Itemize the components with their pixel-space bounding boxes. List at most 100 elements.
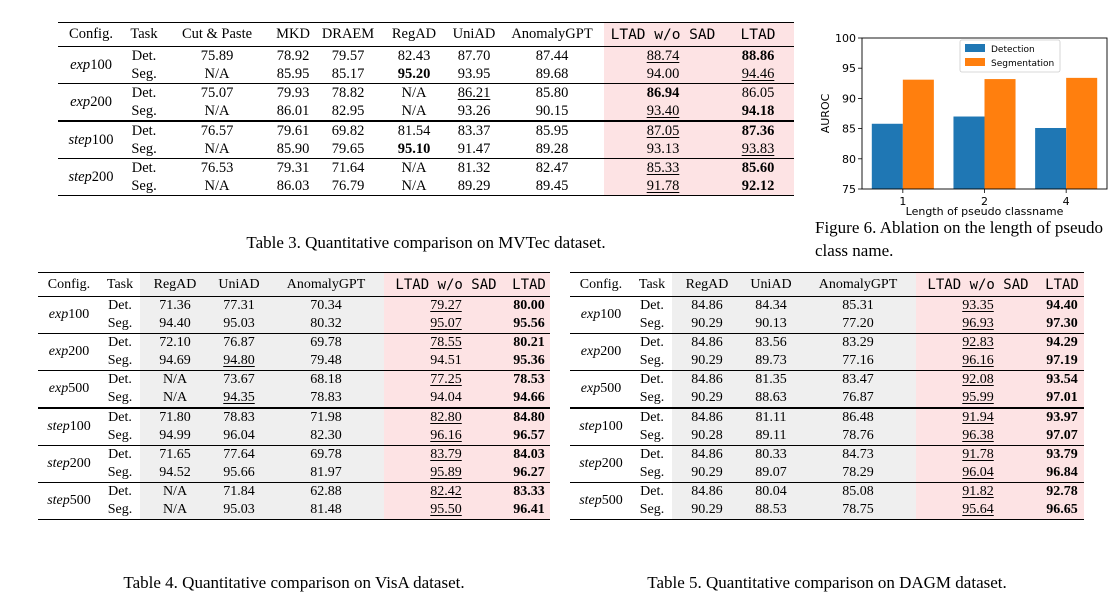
value-cell: 95.20 bbox=[397, 65, 431, 82]
task-cell: Seg. bbox=[639, 465, 665, 480]
bar-segmentation-4 bbox=[1066, 77, 1098, 189]
config-cell: step500 bbox=[570, 482, 632, 520]
table-3: Config. Task Cut & Paste MKD DRAEM RegAD UniAD… bbox=[58, 22, 794, 196]
task-cell: Seg. bbox=[107, 428, 133, 443]
value-cell: 93.26 bbox=[457, 102, 491, 119]
value-cell: 94.52 bbox=[140, 464, 210, 483]
value-cell: 85.31 bbox=[800, 296, 916, 315]
value-cell: 82.47 bbox=[500, 158, 604, 177]
config-number: 100 bbox=[69, 419, 91, 434]
config-cell: step500 bbox=[38, 482, 100, 520]
value-cell: 81.32 bbox=[448, 158, 500, 177]
value-cell: 93.79 bbox=[1040, 445, 1084, 464]
value-cell: 92.83 bbox=[916, 333, 1040, 352]
value-cell: 81.35 bbox=[742, 370, 800, 389]
value-cell: 79.48 bbox=[268, 352, 384, 371]
table-4-grid: Config. Task RegAD UniAD AnomalyGPT LTAD w/o … bbox=[38, 272, 550, 520]
task-cell: Det. bbox=[124, 158, 164, 177]
header-row: Config. Task RegAD UniAD AnomalyGPT LTAD w/o … bbox=[570, 272, 1084, 297]
config-cell: exp200 bbox=[58, 83, 124, 121]
bar-detection-2 bbox=[953, 116, 985, 189]
value-cell: 84.86 bbox=[672, 370, 742, 389]
table-row: Seg. 90.28 89.11 78.76 96.38 97.07 bbox=[570, 427, 1084, 446]
value-cell: 94.00 bbox=[604, 65, 722, 84]
column-header: UniAD bbox=[210, 272, 268, 297]
x-tick-label: 1 bbox=[899, 195, 906, 208]
value-cell: 78.83 bbox=[210, 407, 268, 427]
column-header: RegAD bbox=[380, 22, 448, 47]
config-prefix: step bbox=[579, 419, 602, 434]
value-cell: 96.04 bbox=[916, 464, 1040, 483]
value-cell: 81.97 bbox=[268, 464, 384, 483]
value-cell: 71.36 bbox=[140, 296, 210, 315]
config-prefix: step bbox=[68, 131, 92, 148]
value-cell: 90.29 bbox=[672, 352, 742, 371]
value-cell: N/A bbox=[204, 177, 230, 194]
y-tick-label: 80 bbox=[842, 153, 856, 166]
value-cell: 84.03 bbox=[508, 445, 550, 464]
value-cell: 94.80 bbox=[210, 352, 268, 371]
config-cell: step200 bbox=[58, 158, 124, 196]
value-cell: 94.99 bbox=[140, 427, 210, 446]
table-row: Seg. 90.29 89.07 78.29 96.04 96.84 bbox=[570, 464, 1084, 483]
value-cell: 90.29 bbox=[672, 501, 742, 520]
value-cell: 92.78 bbox=[1040, 482, 1084, 501]
y-tick-label: 75 bbox=[842, 183, 856, 196]
table-row: step100 Det. 76.57 79.61 69.82 81.54 83.37 85.9… bbox=[58, 120, 794, 159]
value-cell: 86.03 bbox=[276, 177, 310, 194]
value-cell: 96.38 bbox=[916, 427, 1040, 446]
value-cell: N/A bbox=[140, 482, 210, 501]
task-cell: Seg. bbox=[107, 390, 133, 405]
config-prefix: exp bbox=[70, 56, 91, 73]
value-cell: 79.57 bbox=[331, 47, 365, 64]
column-header: LTAD bbox=[508, 272, 550, 297]
value-cell: 90.29 bbox=[672, 464, 742, 483]
value-cell: 87.70 bbox=[457, 47, 491, 64]
column-header: AnomalyGPT bbox=[500, 22, 604, 47]
table-row: exp500 Det. N/A 73.67 68.18 77.25 78.53 bbox=[38, 370, 550, 408]
value-cell: 89.45 bbox=[535, 177, 569, 194]
value-cell: 97.19 bbox=[1040, 352, 1084, 371]
task-cell: Det. bbox=[100, 445, 140, 464]
table-row: Seg. 94.69 94.80 79.48 94.51 95.36 bbox=[38, 352, 550, 371]
column-header: AnomalyGPT bbox=[268, 272, 384, 297]
bar-segmentation-2 bbox=[984, 79, 1016, 189]
value-cell: 71.65 bbox=[140, 445, 210, 464]
config-cell: step100 bbox=[38, 407, 100, 446]
x-tick-label: 2 bbox=[981, 195, 988, 208]
table-row: exp200 Det. 75.07 79.93 78.82 N/A 86.21 85.80 86… bbox=[58, 83, 794, 121]
task-cell: Seg. bbox=[639, 316, 665, 331]
value-cell: 80.00 bbox=[508, 296, 550, 315]
value-cell: 70.34 bbox=[268, 296, 384, 315]
value-cell: 95.89 bbox=[384, 464, 508, 483]
value-cell: 92.12 bbox=[722, 177, 794, 196]
table-4: Config. Task RegAD UniAD AnomalyGPT LTAD w/o … bbox=[38, 272, 550, 520]
value-cell: 83.37 bbox=[448, 120, 500, 140]
table-row: Seg. N/A 85.95 85.17 95.20 93.95 89.68 94.00 94.… bbox=[58, 65, 794, 84]
config-number: 200 bbox=[90, 93, 112, 110]
column-header: Config. bbox=[58, 22, 124, 47]
value-cell: N/A bbox=[204, 65, 230, 82]
y-tick-label: 100 bbox=[835, 32, 856, 45]
table-row: step100 Det. 71.80 78.83 71.98 82.80 84.80 bbox=[38, 407, 550, 446]
config-cell: step100 bbox=[570, 407, 632, 446]
figure-6-chart: 1 2 4 75 80 85 90 95 100 Length of pseudo classna… bbox=[819, 32, 1108, 218]
task-cell: Det. bbox=[632, 482, 672, 501]
config-number: 100 bbox=[600, 307, 622, 322]
task-cell: Det. bbox=[108, 298, 132, 313]
value-cell: 95.07 bbox=[384, 315, 508, 334]
config-number: 100 bbox=[90, 56, 112, 73]
value-cell: 94.51 bbox=[384, 352, 508, 371]
value-cell: 95.10 bbox=[397, 140, 431, 157]
value-cell: 83.79 bbox=[384, 445, 508, 464]
plot-frame bbox=[861, 37, 1108, 190]
bar-detection-4 bbox=[1035, 127, 1067, 189]
column-header: Task bbox=[100, 272, 140, 297]
value-cell: 91.78 bbox=[604, 177, 722, 196]
config-cell: exp500 bbox=[570, 370, 632, 408]
config-prefix: step bbox=[579, 493, 602, 508]
value-cell: 91.47 bbox=[457, 140, 491, 157]
value-cell: 90.13 bbox=[742, 315, 800, 334]
value-cell: 71.80 bbox=[140, 407, 210, 427]
value-cell: 76.79 bbox=[331, 177, 365, 194]
